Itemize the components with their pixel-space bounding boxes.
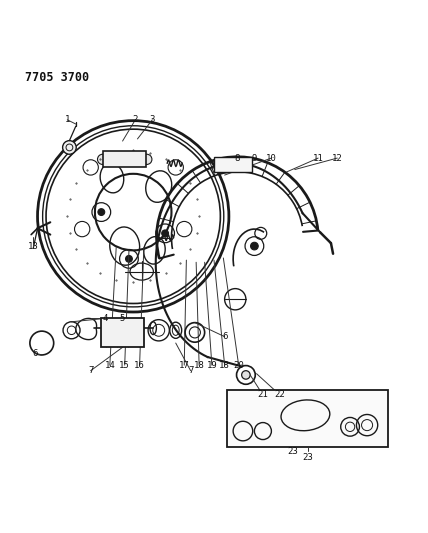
- Circle shape: [98, 154, 108, 165]
- Text: 6: 6: [222, 332, 227, 341]
- Text: 19: 19: [206, 361, 217, 370]
- Text: 4: 4: [103, 314, 108, 323]
- Text: 6: 6: [33, 349, 38, 358]
- Circle shape: [62, 141, 76, 154]
- Text: 7705 3700: 7705 3700: [25, 71, 89, 84]
- Text: 21: 21: [258, 390, 268, 399]
- Circle shape: [98, 209, 105, 215]
- Text: 15: 15: [119, 361, 130, 370]
- Circle shape: [250, 243, 258, 250]
- Text: 11: 11: [313, 154, 324, 163]
- Text: 14: 14: [104, 361, 115, 370]
- Circle shape: [142, 154, 152, 165]
- Circle shape: [162, 230, 169, 237]
- Bar: [104, 151, 146, 167]
- Text: 3: 3: [150, 115, 155, 124]
- Text: 23: 23: [302, 454, 313, 462]
- Text: 2: 2: [133, 115, 138, 124]
- Text: 9: 9: [252, 154, 257, 163]
- Circle shape: [125, 255, 132, 262]
- Text: 7: 7: [188, 366, 193, 375]
- Text: 8: 8: [235, 154, 240, 163]
- Text: 20: 20: [233, 361, 244, 370]
- Text: 22: 22: [274, 390, 285, 399]
- Text: 12: 12: [332, 154, 343, 163]
- Text: 13: 13: [28, 241, 39, 251]
- Text: 23: 23: [287, 447, 298, 456]
- Text: 5: 5: [120, 314, 125, 323]
- Bar: [227, 390, 388, 447]
- Text: 17: 17: [179, 361, 190, 370]
- Text: 10: 10: [266, 154, 277, 163]
- Text: 16: 16: [134, 361, 145, 370]
- Text: 7: 7: [88, 366, 93, 375]
- Bar: [101, 318, 144, 347]
- Bar: [214, 157, 252, 172]
- Text: 1: 1: [65, 115, 70, 124]
- Text: 18: 18: [194, 361, 205, 370]
- Text: 18: 18: [219, 361, 230, 370]
- Circle shape: [242, 370, 250, 379]
